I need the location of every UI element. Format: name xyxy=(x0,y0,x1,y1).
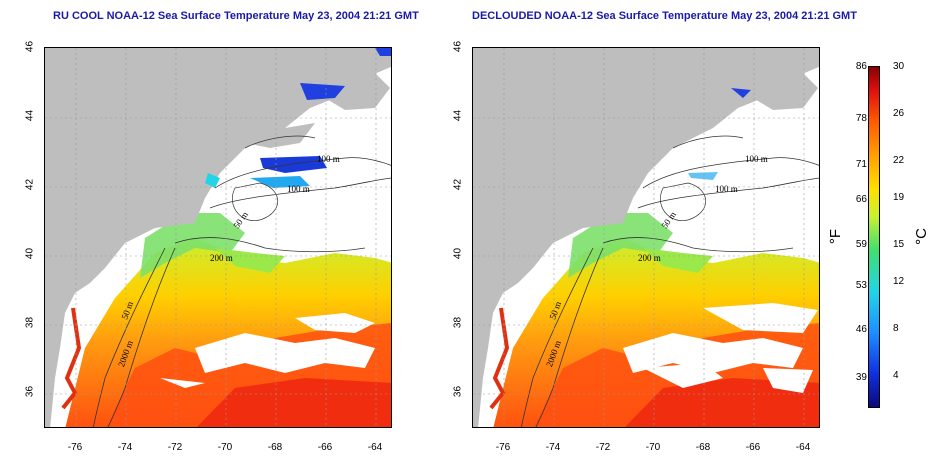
celsius-unit: °C xyxy=(912,228,930,245)
x-tick-label: -70 xyxy=(217,442,233,453)
y-tick-label: 46 xyxy=(24,40,36,53)
x-tick-label: -74 xyxy=(117,442,133,453)
y-tick-label: 44 xyxy=(452,109,464,122)
x-tick-label: -72 xyxy=(167,442,183,453)
celsius-label: 4 xyxy=(893,370,899,381)
fahrenheit-unit: °F xyxy=(827,228,845,245)
x-tick-label: -76 xyxy=(495,442,511,453)
contour-label: 100 m xyxy=(317,154,340,164)
x-tick-label: -66 xyxy=(745,442,761,453)
x-tick-label: -68 xyxy=(695,442,711,453)
x-tick-label: -64 xyxy=(367,442,383,453)
fahrenheit-label: 59 xyxy=(855,239,867,250)
x-tick-label: -74 xyxy=(545,442,561,453)
contour-label: 100 m xyxy=(287,184,310,194)
contour-label: 100 m xyxy=(745,154,768,164)
celsius-label: 22 xyxy=(893,155,905,166)
left-sst-map: 100 m 100 m 50 m 200 m 50 m 2000 m xyxy=(44,47,392,428)
y-tick-label: 40 xyxy=(452,247,464,260)
fahrenheit-label: 66 xyxy=(855,194,867,205)
temperature-colorbar xyxy=(868,66,880,408)
left-panel-title: RU COOL NOAA-12 Sea Surface Temperature … xyxy=(53,10,419,22)
fahrenheit-label: 39 xyxy=(855,372,867,383)
celsius-label: 12 xyxy=(893,276,905,287)
x-tick-label: -72 xyxy=(595,442,611,453)
y-tick-label: 38 xyxy=(452,316,464,329)
y-tick-label: 38 xyxy=(24,316,36,329)
contour-label: 100 m xyxy=(715,184,738,194)
celsius-label: 19 xyxy=(893,192,905,203)
y-tick-label: 46 xyxy=(452,40,464,53)
contour-label: 200 m xyxy=(638,253,661,263)
celsius-label: 26 xyxy=(893,108,905,119)
right-panel-title: DECLOUDED NOAA-12 Sea Surface Temperatur… xyxy=(472,10,857,22)
land-area xyxy=(45,48,391,427)
y-tick-label: 40 xyxy=(24,247,36,260)
fahrenheit-label: 86 xyxy=(855,61,867,72)
celsius-label: 8 xyxy=(893,323,899,334)
x-tick-label: -66 xyxy=(317,442,333,453)
x-tick-label: -68 xyxy=(267,442,283,453)
celsius-label: 15 xyxy=(893,239,905,250)
y-tick-label: 44 xyxy=(24,109,36,122)
y-tick-label: 42 xyxy=(452,178,464,191)
y-tick-label: 42 xyxy=(24,178,36,191)
x-tick-label: -76 xyxy=(67,442,83,453)
right-sst-map: 100 m 100 m 50 m 200 m 50 m 2000 m xyxy=(472,47,820,428)
fahrenheit-label: 53 xyxy=(855,280,867,291)
contour-label: 200 m xyxy=(210,253,233,263)
y-tick-label: 36 xyxy=(24,385,36,398)
fahrenheit-label: 46 xyxy=(855,324,867,335)
fahrenheit-label: 71 xyxy=(855,159,867,170)
fahrenheit-label: 78 xyxy=(855,113,867,124)
x-tick-label: -70 xyxy=(645,442,661,453)
x-tick-label: -64 xyxy=(795,442,811,453)
celsius-label: 30 xyxy=(893,61,905,72)
y-tick-label: 36 xyxy=(452,385,464,398)
